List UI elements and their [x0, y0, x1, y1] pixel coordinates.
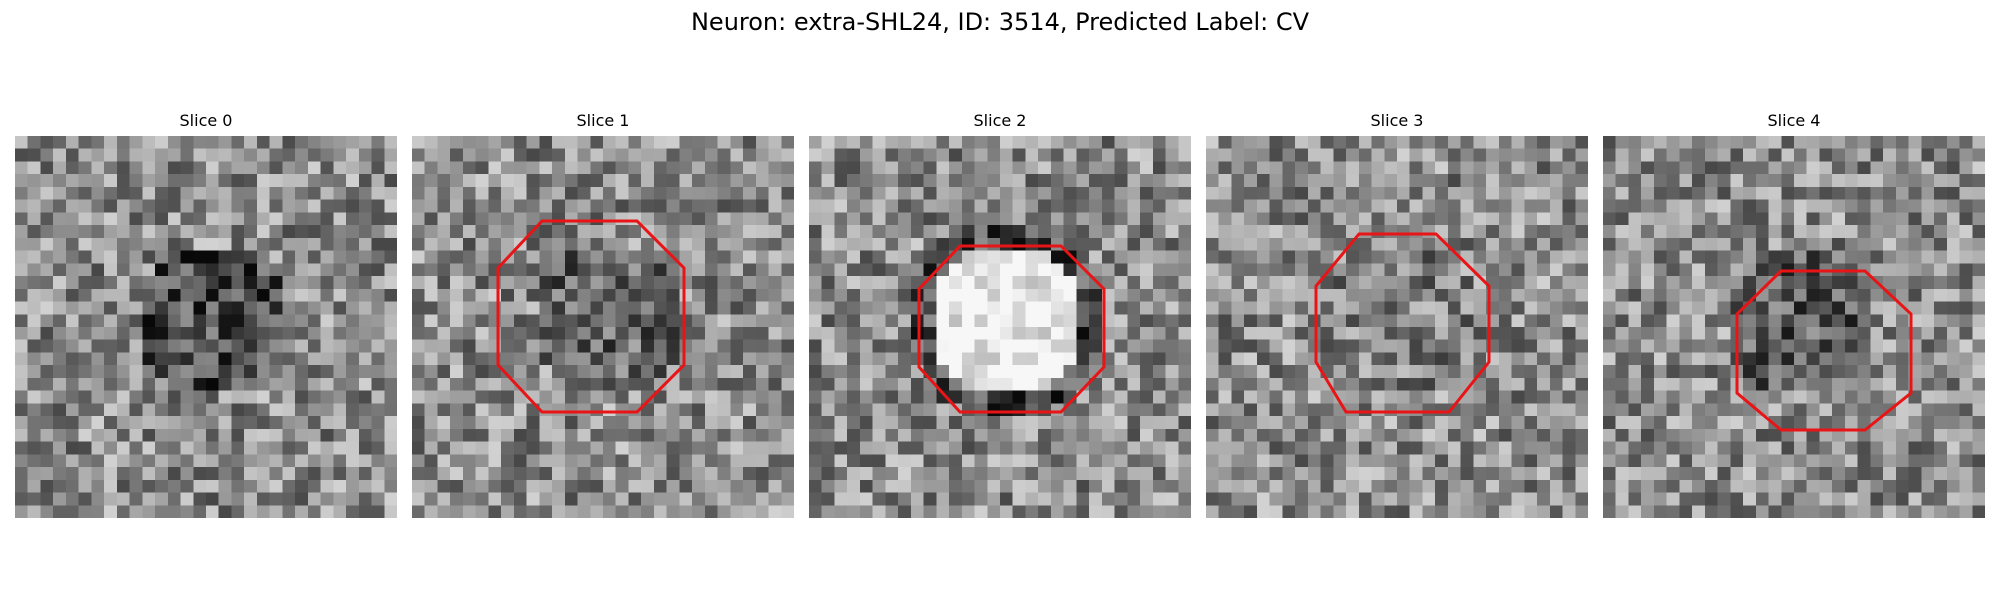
slice-image-wrap — [412, 136, 794, 518]
slice-panel-4: Slice 4 — [1603, 110, 1985, 518]
slice-title: Slice 2 — [973, 111, 1027, 130]
slice-image-wrap — [15, 136, 397, 518]
slice-panel-2: Slice 2 — [809, 110, 1191, 518]
roi-octagon — [1314, 232, 1491, 414]
slice-image — [1603, 136, 1985, 518]
slice-panel-3: Slice 3 — [1206, 110, 1588, 518]
slice-image-wrap — [1206, 136, 1588, 518]
slice-image — [15, 136, 397, 518]
slice-image — [1206, 136, 1588, 518]
roi-octagon — [917, 244, 1106, 414]
slice-image — [809, 136, 1191, 518]
slice-image-wrap — [1603, 136, 1985, 518]
slice-title: Slice 0 — [179, 111, 233, 130]
slice-title: Slice 1 — [576, 111, 630, 130]
slice-title: Slice 4 — [1767, 111, 1821, 130]
slice-title: Slice 3 — [1370, 111, 1424, 130]
roi-octagon — [496, 219, 686, 414]
slice-image — [412, 136, 794, 518]
slice-image-wrap — [809, 136, 1191, 518]
slice-panel-0: Slice 0 — [15, 110, 397, 518]
roi-octagon — [1735, 269, 1913, 432]
figure-title: Neuron: extra-SHL24, ID: 3514, Predicted… — [690, 8, 1310, 36]
slice-panel-1: Slice 1 — [412, 110, 794, 518]
